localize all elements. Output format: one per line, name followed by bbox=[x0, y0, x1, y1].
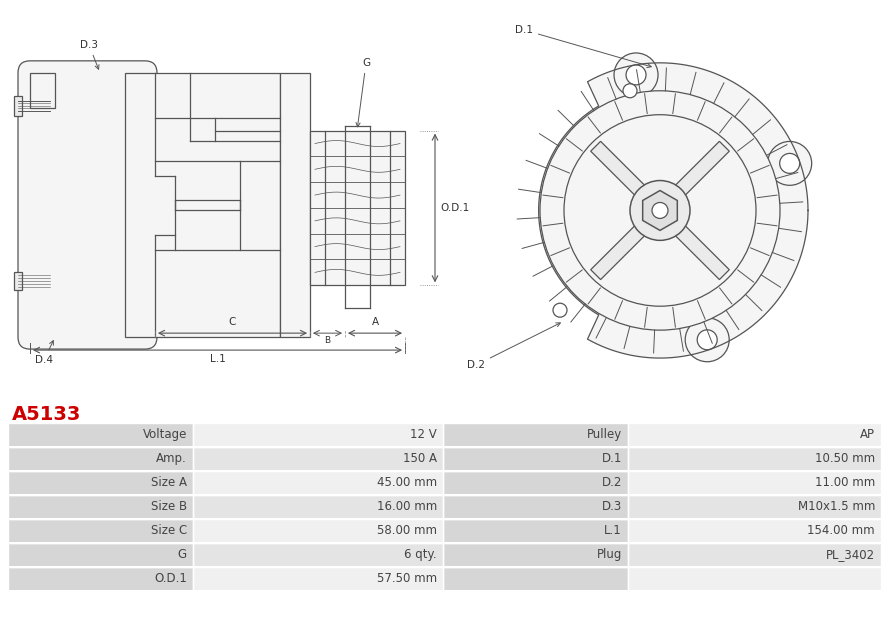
Text: D.2: D.2 bbox=[602, 476, 622, 489]
Bar bbox=[629, 447, 880, 470]
Text: 6 qty.: 6 qty. bbox=[404, 548, 437, 561]
Text: O.D.1: O.D.1 bbox=[154, 573, 187, 586]
Text: 16.00 mm: 16.00 mm bbox=[377, 500, 437, 513]
Text: B: B bbox=[324, 336, 331, 345]
Text: 12 V: 12 V bbox=[410, 428, 437, 441]
Text: G: G bbox=[356, 58, 370, 127]
Bar bbox=[444, 447, 628, 470]
Bar bbox=[9, 447, 193, 470]
Polygon shape bbox=[539, 63, 808, 358]
Circle shape bbox=[564, 115, 756, 307]
Bar bbox=[629, 471, 880, 494]
Polygon shape bbox=[590, 141, 645, 196]
Text: D.2: D.2 bbox=[467, 323, 560, 370]
Circle shape bbox=[614, 53, 658, 97]
Text: 150 A: 150 A bbox=[403, 452, 437, 465]
Text: D.1: D.1 bbox=[515, 25, 652, 67]
Polygon shape bbox=[675, 141, 729, 196]
Bar bbox=[194, 471, 443, 494]
Bar bbox=[194, 568, 443, 591]
Circle shape bbox=[626, 65, 646, 85]
Text: D.4: D.4 bbox=[35, 341, 53, 365]
Bar bbox=[125, 73, 280, 337]
Bar bbox=[9, 568, 193, 591]
Text: Amp.: Amp. bbox=[156, 452, 187, 465]
Bar bbox=[194, 423, 443, 446]
Bar bbox=[444, 520, 628, 542]
Circle shape bbox=[553, 303, 567, 317]
Bar bbox=[629, 423, 880, 446]
Text: D.3: D.3 bbox=[80, 40, 99, 69]
Text: L.1: L.1 bbox=[605, 525, 622, 537]
Polygon shape bbox=[675, 226, 729, 280]
Bar bbox=[9, 543, 193, 566]
Bar bbox=[194, 495, 443, 518]
Circle shape bbox=[768, 141, 812, 185]
Bar bbox=[310, 131, 405, 285]
Text: PL_3402: PL_3402 bbox=[826, 548, 875, 561]
Bar bbox=[444, 543, 628, 566]
Bar bbox=[194, 520, 443, 542]
Bar bbox=[14, 272, 22, 290]
Text: AP: AP bbox=[860, 428, 875, 441]
Text: Size C: Size C bbox=[151, 525, 187, 537]
Circle shape bbox=[540, 91, 780, 330]
Text: A: A bbox=[372, 317, 379, 327]
Polygon shape bbox=[643, 191, 677, 231]
Bar bbox=[629, 495, 880, 518]
Text: O.D.1: O.D.1 bbox=[440, 203, 469, 213]
Polygon shape bbox=[280, 73, 310, 337]
Text: 154.00 mm: 154.00 mm bbox=[807, 525, 875, 537]
Polygon shape bbox=[590, 226, 645, 280]
Bar bbox=[194, 543, 443, 566]
Text: G: G bbox=[178, 548, 187, 561]
Bar bbox=[9, 471, 193, 494]
Circle shape bbox=[780, 153, 800, 173]
Text: A5133: A5133 bbox=[12, 404, 82, 424]
Text: Size A: Size A bbox=[151, 476, 187, 489]
Bar bbox=[444, 471, 628, 494]
Circle shape bbox=[630, 181, 690, 240]
Text: D.1: D.1 bbox=[602, 452, 622, 465]
Bar bbox=[9, 423, 193, 446]
Text: Size B: Size B bbox=[151, 500, 187, 513]
Text: 11.00 mm: 11.00 mm bbox=[814, 476, 875, 489]
Text: Pulley: Pulley bbox=[587, 428, 622, 441]
Text: Voltage: Voltage bbox=[142, 428, 187, 441]
Bar bbox=[629, 568, 880, 591]
FancyBboxPatch shape bbox=[18, 61, 157, 349]
Text: Plug: Plug bbox=[597, 548, 622, 561]
Bar bbox=[629, 520, 880, 542]
Bar bbox=[9, 520, 193, 542]
Circle shape bbox=[685, 318, 729, 362]
Text: C: C bbox=[228, 317, 236, 327]
Circle shape bbox=[623, 83, 637, 98]
Circle shape bbox=[652, 202, 668, 219]
Text: 57.50 mm: 57.50 mm bbox=[377, 573, 437, 586]
Bar bbox=[444, 568, 628, 591]
Text: L.1: L.1 bbox=[210, 354, 226, 364]
Text: D.3: D.3 bbox=[602, 500, 622, 513]
Circle shape bbox=[697, 330, 717, 350]
Bar bbox=[9, 495, 193, 518]
Bar bbox=[14, 96, 22, 116]
Text: 45.00 mm: 45.00 mm bbox=[377, 476, 437, 489]
Text: 10.50 mm: 10.50 mm bbox=[815, 452, 875, 465]
Text: M10x1.5 mm: M10x1.5 mm bbox=[797, 500, 875, 513]
Bar bbox=[444, 423, 628, 446]
Bar bbox=[30, 73, 55, 108]
Bar bbox=[194, 447, 443, 470]
Bar bbox=[629, 543, 880, 566]
Bar bbox=[444, 495, 628, 518]
Text: 58.00 mm: 58.00 mm bbox=[377, 525, 437, 537]
